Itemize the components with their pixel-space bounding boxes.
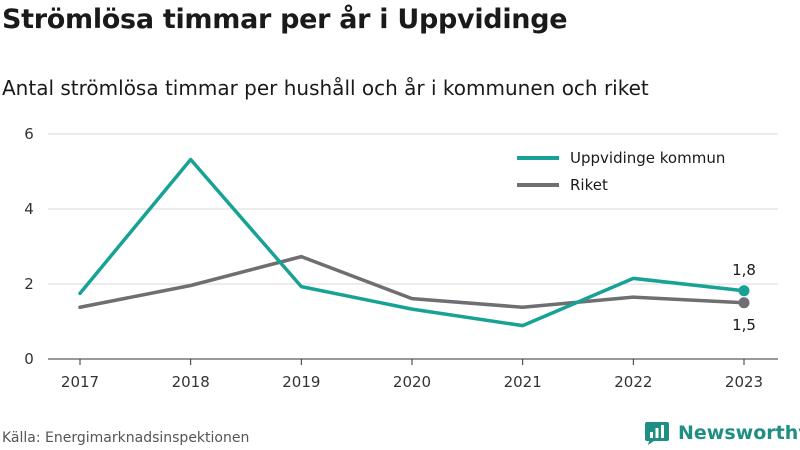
series-line [78,157,746,328]
y-tick-label: 4 [24,200,34,218]
x-tick-label: 2018 [172,373,210,391]
end-point-marker [738,285,750,297]
grid-lines [48,133,778,360]
x-tick-label: 2017 [61,373,99,391]
newsworthy-logo: Newsworthy [644,420,800,446]
logo-text: Newsworthy [678,422,800,444]
x-tick-label: 2019 [282,373,320,391]
legend-label: Riket [570,176,608,194]
legend: Uppvidinge kommun Riket [517,149,725,194]
end-point-marker [738,297,750,309]
legend-label: Uppvidinge kommun [570,149,725,167]
end-value-label: 1,5 [732,316,756,334]
end-value-label: 1,8 [732,261,756,279]
chart-title: Strömlösa timmar per år i Uppvidinge [2,4,568,35]
chart-subtitle: Antal strömlösa timmar per hushåll och å… [2,76,649,100]
bar-chart-bubble-icon [645,422,669,445]
y-tick-label: 2 [24,275,34,293]
x-tick-label: 2022 [614,373,652,391]
series-lines: 1,8 1,5 [78,157,756,334]
x-axis: 2017 2018 2019 2020 2021 2022 2023 [61,359,763,391]
series-line [78,254,746,309]
x-tick-label: 2021 [504,373,542,391]
y-axis: 0 2 4 6 [24,125,34,368]
source-note: Källa: Energimarknadsinspektionen [2,430,250,446]
x-tick-label: 2023 [725,373,763,391]
line-chart: 0 2 4 6 2017 2018 2019 2020 2021 2022 2023 1,8 1,5… [24,125,778,391]
y-tick-label: 0 [24,350,34,368]
y-tick-label: 6 [24,125,34,143]
x-tick-label: 2020 [393,373,431,391]
